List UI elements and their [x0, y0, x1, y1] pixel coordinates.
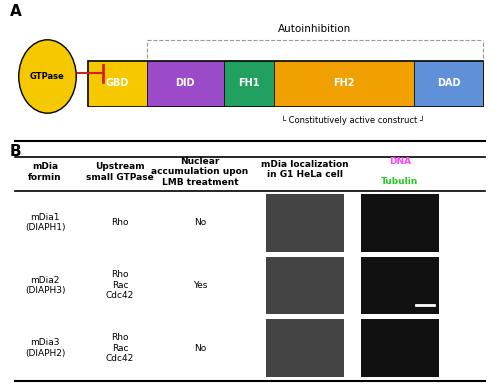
Text: Autoinhibition: Autoinhibition [278, 24, 351, 34]
Bar [361, 194, 439, 252]
Text: DNA: DNA [389, 157, 411, 166]
Text: FH2: FH2 [334, 78, 355, 88]
Bar [274, 61, 414, 106]
Text: Rho
Rac
Cdc42: Rho Rac Cdc42 [106, 270, 134, 300]
Text: mDia2
(DIAPH3): mDia2 (DIAPH3) [25, 276, 65, 295]
Text: Upstream
small GTPase: Upstream small GTPase [86, 162, 154, 181]
Text: └ Constitutively active construct ┘: └ Constitutively active construct ┘ [281, 116, 425, 125]
Text: No: No [194, 218, 206, 227]
Bar [88, 61, 146, 106]
Text: B: B [10, 143, 22, 159]
Ellipse shape [19, 40, 76, 113]
Bar [266, 319, 344, 377]
Text: DAD: DAD [436, 78, 460, 88]
Text: No: No [194, 344, 206, 352]
Text: DID: DID [176, 78, 195, 88]
Bar [361, 256, 439, 314]
Bar [361, 319, 439, 377]
Text: mDia1
(DIAPH1): mDia1 (DIAPH1) [25, 213, 65, 232]
Text: GTPase: GTPase [30, 72, 65, 81]
Text: A: A [10, 4, 22, 19]
Bar [88, 61, 482, 106]
Text: Rho: Rho [111, 218, 129, 227]
Text: Tubulin: Tubulin [382, 178, 418, 186]
Text: Rho
Rac
Cdc42: Rho Rac Cdc42 [106, 333, 134, 363]
Bar [414, 61, 482, 106]
Text: mDia
formin: mDia formin [28, 162, 62, 181]
Text: mDia localization
in G1 HeLa cell: mDia localization in G1 HeLa cell [261, 160, 349, 179]
Bar [266, 194, 344, 252]
Text: Nuclear
accumulation upon
LMB treatment: Nuclear accumulation upon LMB treatment [152, 157, 248, 187]
Bar [146, 61, 224, 106]
Text: FH1: FH1 [238, 78, 260, 88]
Text: Yes: Yes [193, 281, 207, 290]
Text: mDia3
(DIAPH2): mDia3 (DIAPH2) [25, 338, 65, 358]
Bar [224, 61, 274, 106]
Bar [266, 256, 344, 314]
Text: GBD: GBD [106, 78, 128, 88]
